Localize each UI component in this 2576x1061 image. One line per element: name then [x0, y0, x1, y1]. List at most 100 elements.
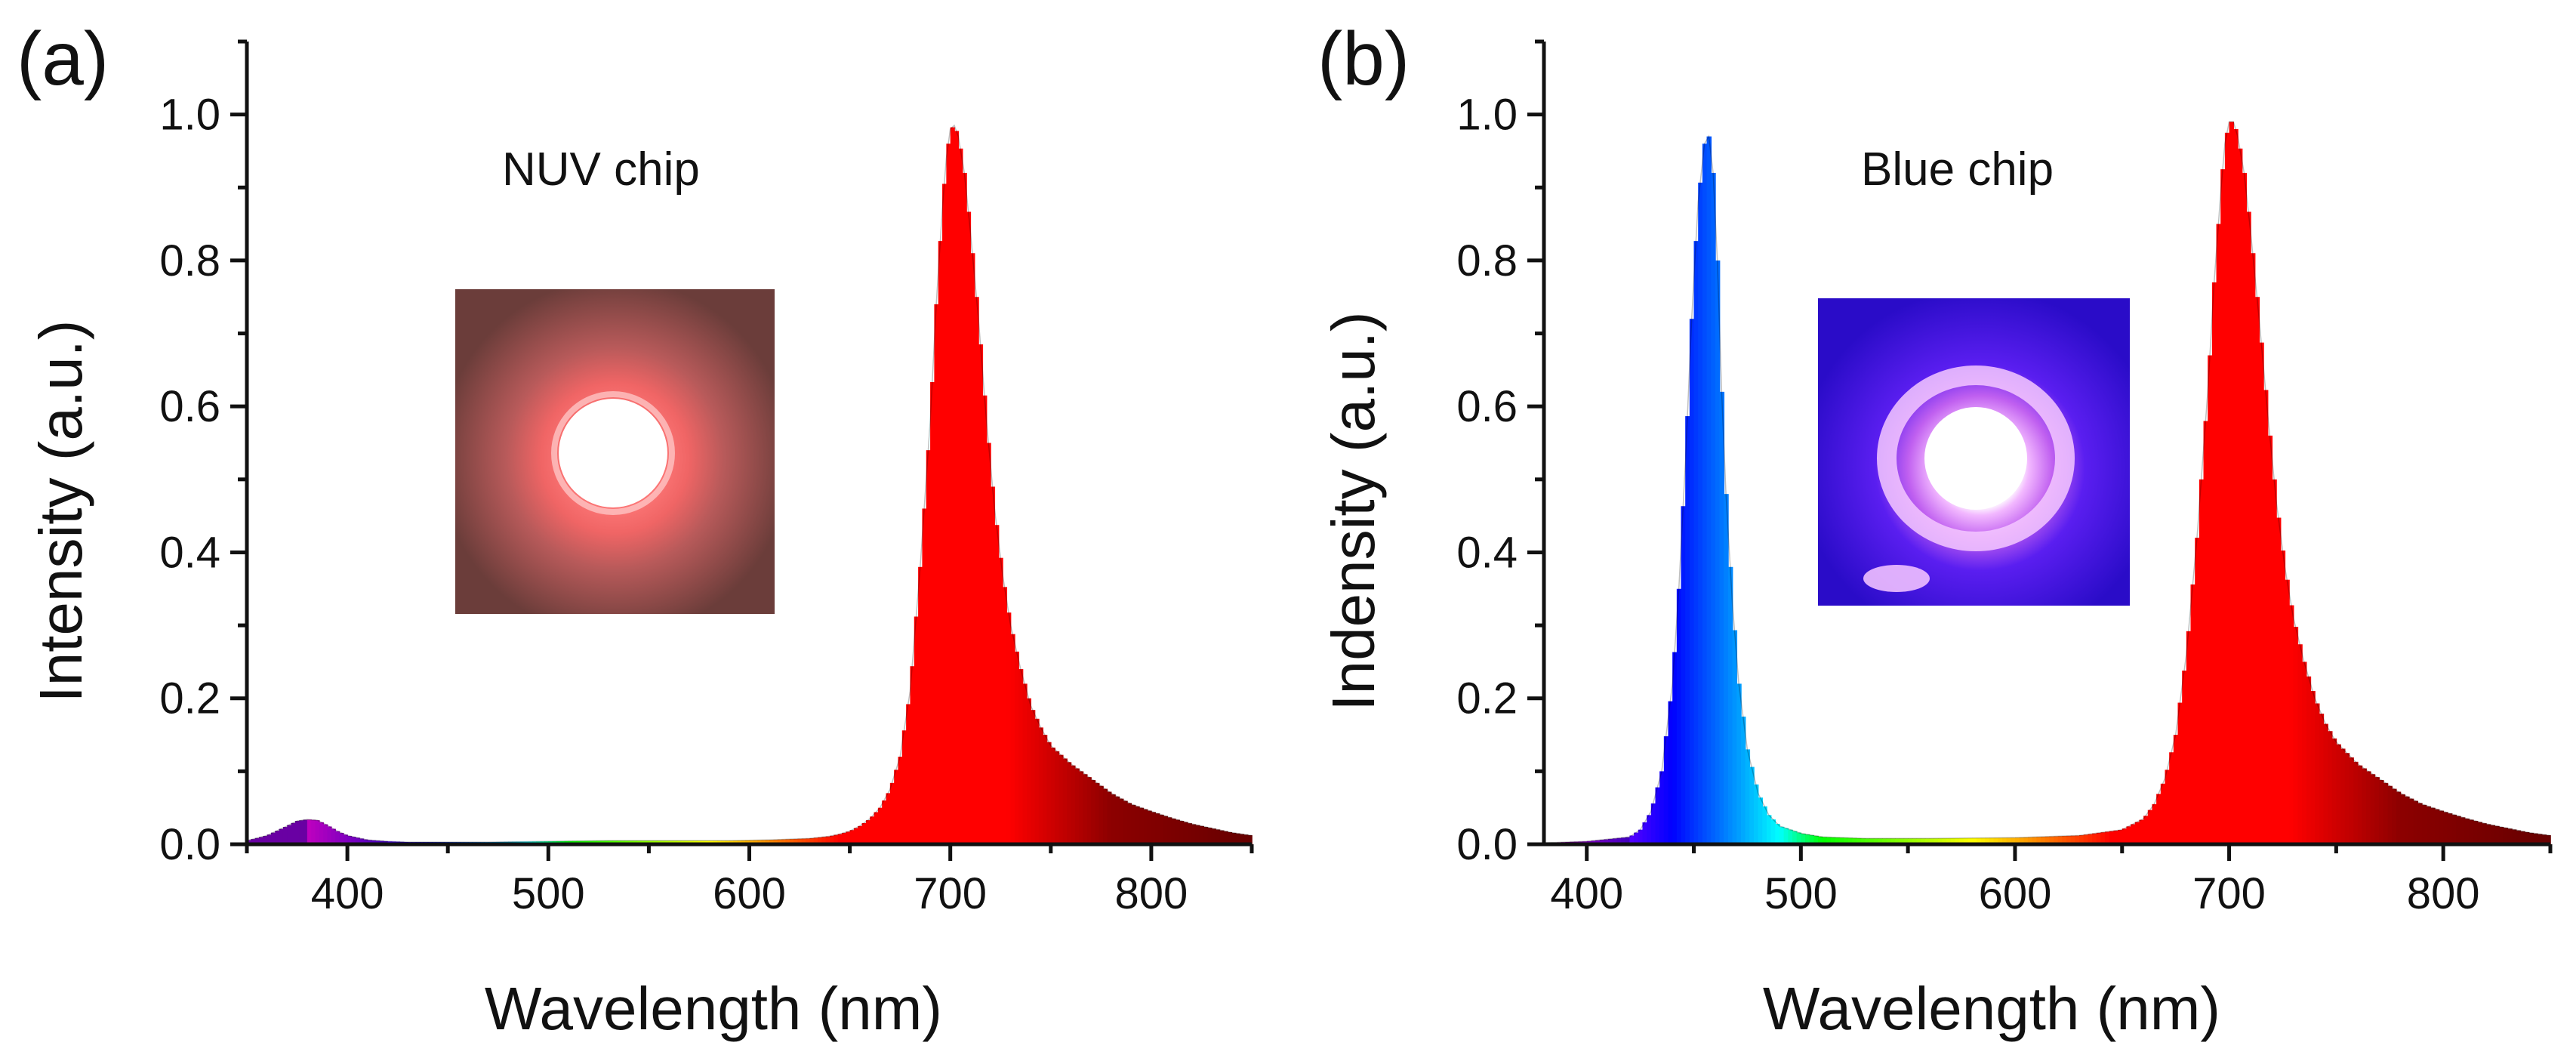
panel-a-spectrum-strip — [291, 822, 296, 844]
panel-b-spectrum-strip — [2011, 837, 2016, 844]
panel-a-spectrum-strip — [781, 839, 787, 844]
panel-b-spectrum-strip — [2062, 836, 2067, 844]
panel-b-spectrum-strip — [2233, 128, 2239, 844]
panel-a-spectrum-strip — [1187, 823, 1192, 844]
panel-a-spectrum-strip — [347, 835, 353, 844]
panel-a-spectrum-strip — [1183, 822, 1188, 844]
panel-a-spectrum-strip — [846, 831, 851, 844]
panel-b-spectrum-strip — [2417, 803, 2423, 844]
panel-b-spectrum-strip — [1783, 828, 1789, 844]
panel-b-spectrum-strip — [1818, 836, 1823, 844]
panel-a-spectrum-strip — [761, 840, 766, 844]
panel-b-y-tick-label: 0.6 — [1456, 382, 1518, 431]
panel-a-spectrum-strip — [1083, 774, 1088, 844]
panel-a-spectrum-strip — [914, 616, 919, 844]
panel-b-spectrum-strip — [1715, 260, 1721, 844]
panel-b-spectrum-strip — [2246, 211, 2251, 845]
panel-b-spectrum-strip — [2319, 714, 2325, 844]
panel-b-spectrum-strip — [2229, 122, 2235, 845]
panel-b-spectrum-strip — [2447, 813, 2453, 844]
panel-a-plot-area: 400 500 600 700 800 0.0 0.2 0.4 0.6 0.8 1.0 — [159, 39, 1254, 918]
panel-b-spectrum-strip — [2293, 627, 2299, 844]
panel-b-spectrum-strip — [1860, 838, 1866, 844]
panel-b-spectrum-strip — [2019, 837, 2025, 844]
panel-a-spectrum-strip — [1231, 832, 1237, 844]
panel-b-spectrum-strip — [2460, 817, 2466, 844]
panel-b-spectrum-strip — [1595, 840, 1601, 844]
panel-a-x-axis-title: Wavelength (nm) — [485, 975, 942, 1042]
panel-b-spectrum-strip — [2374, 777, 2380, 844]
panel-a-spectrum-strip — [901, 730, 907, 844]
panel-a-spectrum-strip — [926, 450, 931, 844]
blue-chip-phosphor-ring — [1877, 365, 2075, 551]
nuv-chip-core-halo — [551, 391, 675, 515]
panel-a-spectrum-strip — [741, 840, 746, 844]
panel-b-spectrum-strip — [2272, 479, 2277, 844]
panel-b-spectrum-strip — [2537, 834, 2543, 844]
panel-b-spectrum-strip — [2392, 788, 2397, 844]
panel-a-spectrum-strip — [1203, 827, 1209, 844]
panel-a-spectrum-strip — [818, 837, 823, 844]
panel-b-axes: 400 500 600 700 800 0.0 0.2 0.4 0.6 0.8 1.0 — [1456, 39, 2553, 918]
panel-a-spectrum-strip — [829, 835, 835, 844]
panel-b-spectrum-strip — [1921, 838, 1926, 844]
panel-a-spectrum-strip — [922, 508, 927, 844]
panel-b-spectrum-strip — [2370, 774, 2376, 844]
panel-b-spectrum-strip — [2302, 662, 2307, 844]
panel-a-spectrum-strip — [861, 822, 867, 844]
panel-a-spectrum-strip — [355, 837, 360, 844]
panel-a-spectrum-strip — [737, 840, 742, 844]
panel-b-spectrum-strip — [2288, 605, 2294, 844]
panel-b-spectrum-strip — [1719, 391, 1725, 844]
panel-b-spectrum-strip — [1924, 838, 1930, 844]
panel-b-spectrum-strip — [1749, 766, 1755, 844]
panel-a-spectrum-strip — [753, 840, 758, 844]
panel-b-spectrum-strip — [2297, 644, 2303, 844]
panel-a-spectrum-strip — [994, 525, 1000, 844]
panel-b-spectrum-strip — [2122, 828, 2128, 844]
panel-b-spectrum-strip — [1599, 840, 1605, 844]
panel-b-spectrum-strip — [1967, 837, 1974, 844]
panel-a-spectrum-strip — [813, 837, 818, 844]
panel-a-spectrum-strip — [1243, 834, 1249, 844]
panel-a-label: (a) — [17, 17, 109, 101]
panel-b-spectrum-strip — [2285, 579, 2290, 844]
panel-a-spectrum-strip — [765, 840, 770, 844]
panel-a-spectrum-strip — [247, 840, 252, 844]
panel-a-spectrum-strip — [918, 566, 923, 844]
panel-b-spectrum-strip — [1882, 838, 1887, 844]
panel-b-spectrum-strip — [2001, 837, 2007, 844]
panel-a-spectrum-strip — [858, 825, 863, 844]
panel-b-spectrum-strip — [1942, 838, 1947, 844]
panel-b-spectrum-strip — [1604, 839, 1609, 844]
panel-a-spectrum-strip — [1126, 803, 1132, 844]
panel-b-spectrum-strip — [1886, 838, 1892, 844]
panel-a-spectrum-strip — [1062, 758, 1068, 844]
panel-b-spectrum-strip — [2160, 783, 2166, 844]
panel-a-spectrum-strip — [745, 840, 750, 844]
panel-b-spectrum-strip — [2524, 831, 2530, 844]
panel-a-spectrum-strip — [1079, 771, 1084, 844]
panel-b-spectrum-strip — [2199, 479, 2205, 844]
panel-b-spectrum-strip — [2079, 835, 2085, 844]
panel-a-spectrum-strip — [1219, 830, 1225, 844]
panel-b-spectrum-strip — [2203, 421, 2209, 844]
panel-a-spectrum-strip — [1010, 634, 1015, 844]
panel-b-spectrum-strip — [2070, 835, 2076, 844]
panel-b-spectrum-strip — [2220, 169, 2226, 845]
panel-b-spectrum-strip — [2490, 825, 2496, 844]
panel-a: (a) 400 500 600 700 800 0.0 0.2 0.4 0.6 0.8 1.0 NU… — [17, 17, 1254, 1042]
panel-a-spectrum-strip — [982, 395, 988, 844]
panel-a-spectrum-strip — [821, 837, 827, 844]
panel-a-spectrum-strip — [1095, 782, 1100, 844]
panel-b-spectrum-strip — [2211, 282, 2217, 844]
panel-a-spectrum-strip — [874, 812, 879, 844]
panel-a-spectrum-strip — [351, 837, 356, 844]
panel-a-spectrum-strip — [1006, 612, 1012, 844]
panel-b-spectrum-strip — [2156, 794, 2162, 844]
panel-a-spectrum-strip — [359, 838, 365, 844]
panel-b-spectrum-strip — [1809, 834, 1815, 844]
panel-b-spectrum-strip — [2139, 819, 2144, 844]
panel-b-spectrum-strip — [2182, 671, 2187, 844]
panel-b-spectrum-strip — [1869, 838, 1875, 844]
